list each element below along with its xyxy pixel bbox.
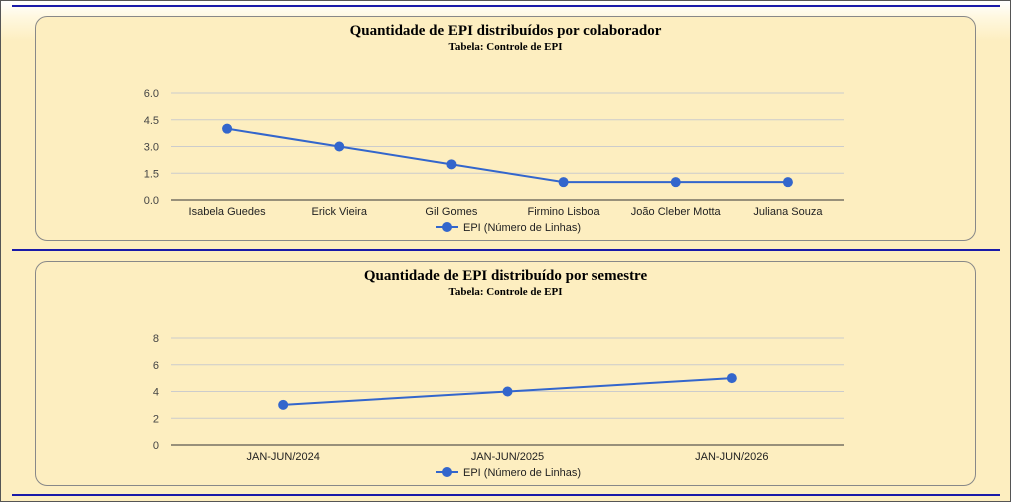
legend-label: EPI (Número de Linhas) bbox=[463, 467, 581, 479]
chart-subtitle: Tabela: Controle de EPI bbox=[448, 41, 563, 53]
chart-subtitle: Tabela: Controle de EPI bbox=[448, 286, 563, 298]
y-tick-label: 0.0 bbox=[144, 195, 159, 207]
y-tick-label: 4 bbox=[153, 387, 159, 399]
y-tick-label: 1.5 bbox=[144, 168, 159, 180]
series-line bbox=[226, 127, 788, 184]
legend-marker bbox=[442, 222, 452, 232]
x-tick-label: Erick Vieira bbox=[312, 206, 368, 218]
y-tick-label: 6 bbox=[153, 360, 159, 372]
x-tick-label: Juliana Souza bbox=[753, 206, 823, 218]
x-tick-label: João Cleber Motta bbox=[631, 206, 722, 218]
data-point bbox=[502, 386, 513, 397]
legend-marker bbox=[442, 467, 452, 477]
data-point bbox=[334, 141, 345, 152]
y-tick-label: 4.5 bbox=[144, 115, 159, 127]
y-tick-label: 6.0 bbox=[144, 88, 159, 100]
data-point bbox=[222, 123, 233, 134]
y-tick-label: 8 bbox=[153, 333, 159, 345]
chart-title: Quantidade de EPI distribuído por semest… bbox=[363, 268, 648, 284]
legend-label: EPI (Número de Linhas) bbox=[463, 222, 581, 234]
data-point bbox=[446, 159, 457, 170]
x-tick-label: JAN-JUN/2026 bbox=[695, 451, 768, 463]
y-tick-label: 0 bbox=[153, 440, 159, 452]
divider-middle bbox=[12, 249, 1000, 251]
x-tick-label: Gil Gomes bbox=[425, 206, 477, 218]
data-point bbox=[670, 177, 681, 188]
x-tick-label: JAN-JUN/2025 bbox=[471, 451, 544, 463]
y-tick-label: 2 bbox=[153, 413, 159, 425]
divider-bottom bbox=[12, 494, 1000, 496]
chart-semestre: 0 2 4 6 8 JAN-JUN/2024 JAN-JUN/2025 JAN-JUN/202… bbox=[153, 333, 844, 479]
chart-panel-colaborador: Quantidade de EPI distribuídos por colab… bbox=[35, 16, 976, 241]
chart-title: Quantidade de EPI distribuídos por colab… bbox=[349, 23, 662, 39]
x-tick-label: Isabela Guedes bbox=[189, 206, 267, 218]
data-point bbox=[726, 373, 737, 384]
x-tick-label: JAN-JUN/2024 bbox=[246, 451, 319, 463]
x-tick-label: Firmino Lisboa bbox=[528, 206, 601, 218]
data-point bbox=[782, 177, 793, 188]
chart-panel-semestre: Quantidade de EPI distribuído por semest… bbox=[35, 261, 976, 486]
data-point bbox=[278, 399, 289, 410]
y-tick-label: 3.0 bbox=[144, 142, 159, 154]
chart-colaborador: 0.0 1.5 3.0 4.5 6.0 Isabela Guedes Erick Vieir… bbox=[144, 88, 844, 234]
data-point bbox=[558, 177, 569, 188]
divider-top bbox=[12, 5, 1000, 7]
